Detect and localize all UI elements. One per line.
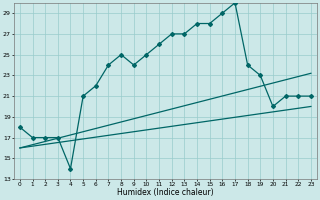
X-axis label: Humidex (Indice chaleur): Humidex (Indice chaleur) — [117, 188, 214, 197]
